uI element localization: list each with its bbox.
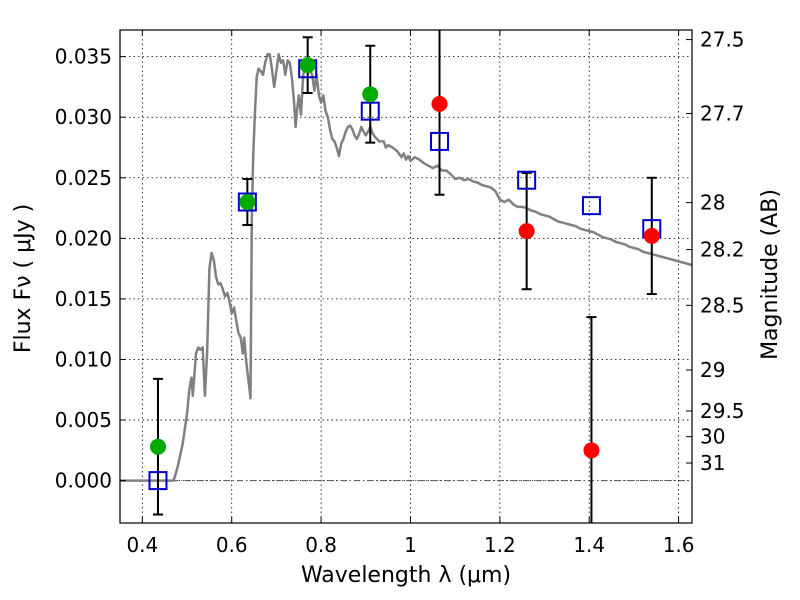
y-tick-label: 0.005: [55, 408, 112, 432]
x-tick-label: 1.6: [663, 533, 695, 557]
green-data-point: [362, 86, 379, 103]
x-axis-ticks: 0.4 0.6 0.8 1 1.2 1.4 1.6: [126, 30, 695, 557]
x-tick-label: 0.8: [305, 533, 337, 557]
green-data-point: [149, 438, 166, 455]
y-tick-label: 0.020: [55, 226, 112, 250]
grid-lines: [120, 30, 692, 523]
circle-markers: [149, 57, 660, 459]
square-marker: [581, 196, 601, 216]
x-tick-label: 0.6: [216, 533, 248, 557]
model-spectrum: [120, 52, 693, 482]
right-tick-label: 29: [700, 358, 725, 382]
y-tick-label: 0.025: [55, 166, 112, 190]
square-marker: [430, 131, 450, 151]
red-data-point: [518, 223, 535, 240]
y-tick-label: 0.010: [55, 347, 112, 371]
red-data-point: [431, 95, 448, 112]
square-marker: [517, 170, 537, 190]
right-tick-label: 27.5: [700, 28, 745, 52]
y-tick-label: 0.035: [55, 45, 112, 69]
right-tick-label: 28.2: [700, 238, 745, 262]
red-data-point: [583, 442, 600, 459]
right-tick-label: 31: [700, 451, 725, 475]
y-tick-label: 0.015: [55, 287, 112, 311]
right-tick-label: 27.7: [700, 102, 745, 126]
square-marker: [360, 101, 380, 121]
model-spectrum-line: [120, 52, 693, 482]
y-axis-ticks: 0.000 0.005 0.010 0.015 0.020 0.025 0.030 0.035: [55, 45, 126, 493]
x-tick-label: 1: [404, 533, 417, 557]
green-data-point: [299, 57, 316, 74]
plot-frame: [119, 29, 693, 524]
square-marker: [237, 192, 257, 212]
right-tick-label: 29.5: [700, 399, 745, 423]
right-tick-label: 30: [700, 425, 725, 449]
y-tick-label: 0.000: [55, 469, 112, 493]
red-data-point: [643, 227, 660, 244]
x-axis-title: Wavelength λ (μm): [301, 563, 511, 588]
right-tick-label: 28.5: [700, 293, 745, 317]
right-axis-title: Magnitude (AB): [758, 189, 783, 360]
square-marker: [148, 471, 168, 491]
y-axis-title: Flux Fν ( μJy ): [11, 204, 36, 353]
x-tick-label: 1.4: [573, 533, 605, 557]
y-tick-label: 0.030: [55, 105, 112, 129]
x-tick-label: 0.4: [126, 533, 158, 557]
green-data-point: [239, 194, 256, 211]
right-tick-label: 28: [700, 191, 725, 215]
x-tick-label: 1.2: [484, 533, 516, 557]
